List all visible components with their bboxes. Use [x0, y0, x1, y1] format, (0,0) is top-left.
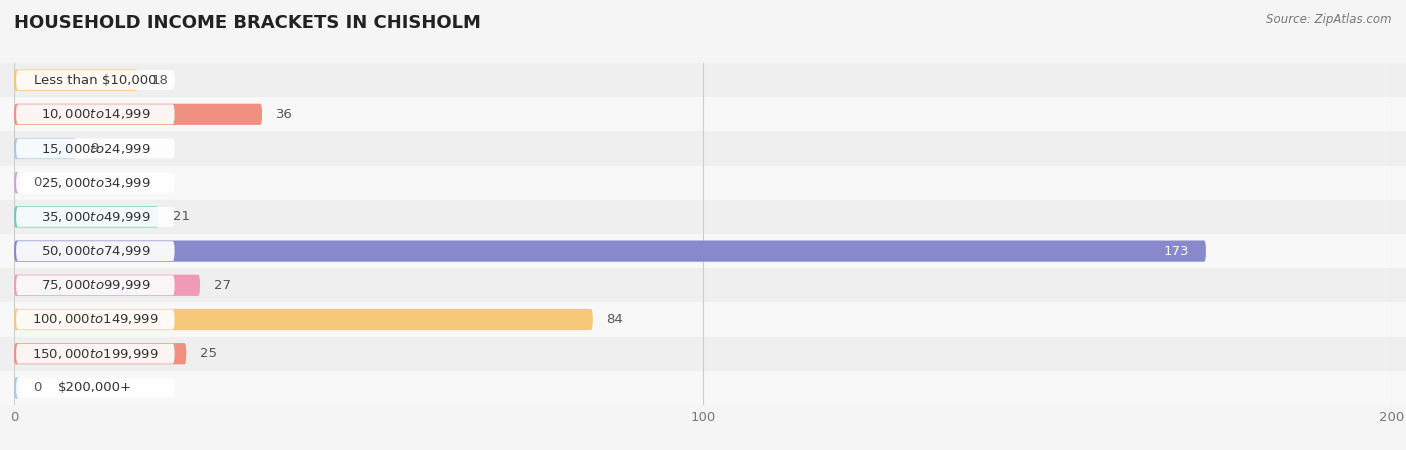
Text: $10,000 to $14,999: $10,000 to $14,999 [41, 107, 150, 122]
FancyBboxPatch shape [14, 377, 20, 399]
Text: 84: 84 [606, 313, 623, 326]
FancyBboxPatch shape [0, 337, 1406, 371]
FancyBboxPatch shape [15, 378, 174, 398]
FancyBboxPatch shape [14, 240, 1206, 262]
FancyBboxPatch shape [15, 173, 174, 193]
FancyBboxPatch shape [15, 344, 174, 364]
FancyBboxPatch shape [14, 274, 200, 296]
Text: $50,000 to $74,999: $50,000 to $74,999 [41, 244, 150, 258]
Text: 21: 21 [173, 211, 190, 223]
FancyBboxPatch shape [14, 206, 159, 228]
FancyBboxPatch shape [15, 275, 174, 295]
FancyBboxPatch shape [0, 200, 1406, 234]
FancyBboxPatch shape [0, 63, 1406, 97]
FancyBboxPatch shape [0, 371, 1406, 405]
Text: HOUSEHOLD INCOME BRACKETS IN CHISHOLM: HOUSEHOLD INCOME BRACKETS IN CHISHOLM [14, 14, 481, 32]
FancyBboxPatch shape [15, 104, 174, 124]
FancyBboxPatch shape [14, 69, 138, 91]
Text: 18: 18 [152, 74, 169, 86]
FancyBboxPatch shape [14, 309, 593, 330]
Text: $150,000 to $199,999: $150,000 to $199,999 [32, 346, 159, 361]
Text: 173: 173 [1163, 245, 1188, 257]
Text: $15,000 to $24,999: $15,000 to $24,999 [41, 141, 150, 156]
FancyBboxPatch shape [14, 343, 186, 364]
FancyBboxPatch shape [0, 268, 1406, 302]
FancyBboxPatch shape [14, 104, 262, 125]
FancyBboxPatch shape [15, 207, 174, 227]
FancyBboxPatch shape [0, 131, 1406, 166]
FancyBboxPatch shape [0, 234, 1406, 268]
Text: Less than $10,000: Less than $10,000 [34, 74, 156, 86]
FancyBboxPatch shape [0, 302, 1406, 337]
Text: 27: 27 [214, 279, 231, 292]
FancyBboxPatch shape [15, 310, 174, 329]
FancyBboxPatch shape [15, 70, 174, 90]
Text: 0: 0 [34, 176, 42, 189]
FancyBboxPatch shape [0, 97, 1406, 131]
Text: $200,000+: $200,000+ [59, 382, 132, 394]
Text: Source: ZipAtlas.com: Source: ZipAtlas.com [1267, 14, 1392, 27]
Text: $35,000 to $49,999: $35,000 to $49,999 [41, 210, 150, 224]
FancyBboxPatch shape [0, 166, 1406, 200]
Text: 25: 25 [200, 347, 217, 360]
Text: $100,000 to $149,999: $100,000 to $149,999 [32, 312, 159, 327]
FancyBboxPatch shape [14, 172, 20, 194]
FancyBboxPatch shape [15, 241, 174, 261]
Text: 36: 36 [276, 108, 292, 121]
FancyBboxPatch shape [14, 138, 76, 159]
Text: $25,000 to $34,999: $25,000 to $34,999 [41, 176, 150, 190]
Text: 0: 0 [34, 382, 42, 394]
Text: 9: 9 [90, 142, 98, 155]
Text: $75,000 to $99,999: $75,000 to $99,999 [41, 278, 150, 293]
FancyBboxPatch shape [15, 139, 174, 158]
